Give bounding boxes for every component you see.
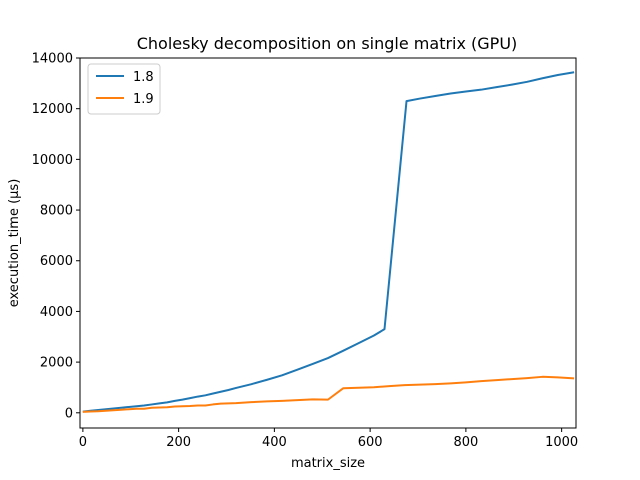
x-tick-label: 0 [79, 435, 87, 450]
series-line-2 [82, 375, 575, 413]
y-tick-label: 10000 [32, 153, 73, 168]
x-tick-label: 800 [453, 435, 478, 450]
plot-frame [79, 57, 577, 429]
x-tick-label: 200 [166, 435, 191, 450]
y-tick-label: 6000 [40, 254, 73, 269]
x-axis-ticks: 0 200 400 600 800 1000 [79, 428, 578, 450]
legend: 1.8 1.9 [87, 63, 161, 115]
y-tick-label: 0 [65, 406, 73, 421]
y-tick-label: 8000 [40, 204, 73, 219]
y-axis-ticks: 0 2000 4000 6000 8000 10000 12000 14000 [32, 52, 80, 421]
y-tick-label: 4000 [40, 305, 73, 320]
series-line-1 [82, 71, 575, 413]
y-axis-label: execution_time (μs) [7, 179, 22, 308]
y-tick-label: 2000 [40, 356, 73, 371]
series-layer [82, 71, 575, 413]
y-tick-label: 12000 [32, 102, 73, 117]
y-tick-label: 14000 [32, 52, 73, 67]
legend-label-series-1: 1.8 [133, 70, 154, 85]
x-axis-label: matrix_size [291, 456, 365, 471]
legend-label-series-2: 1.9 [133, 92, 154, 107]
x-tick-label: 400 [262, 435, 287, 450]
x-tick-label: 1000 [545, 435, 578, 450]
x-tick-label: 600 [358, 435, 383, 450]
chart-title: Cholesky decomposition on single matrix … [137, 34, 518, 53]
